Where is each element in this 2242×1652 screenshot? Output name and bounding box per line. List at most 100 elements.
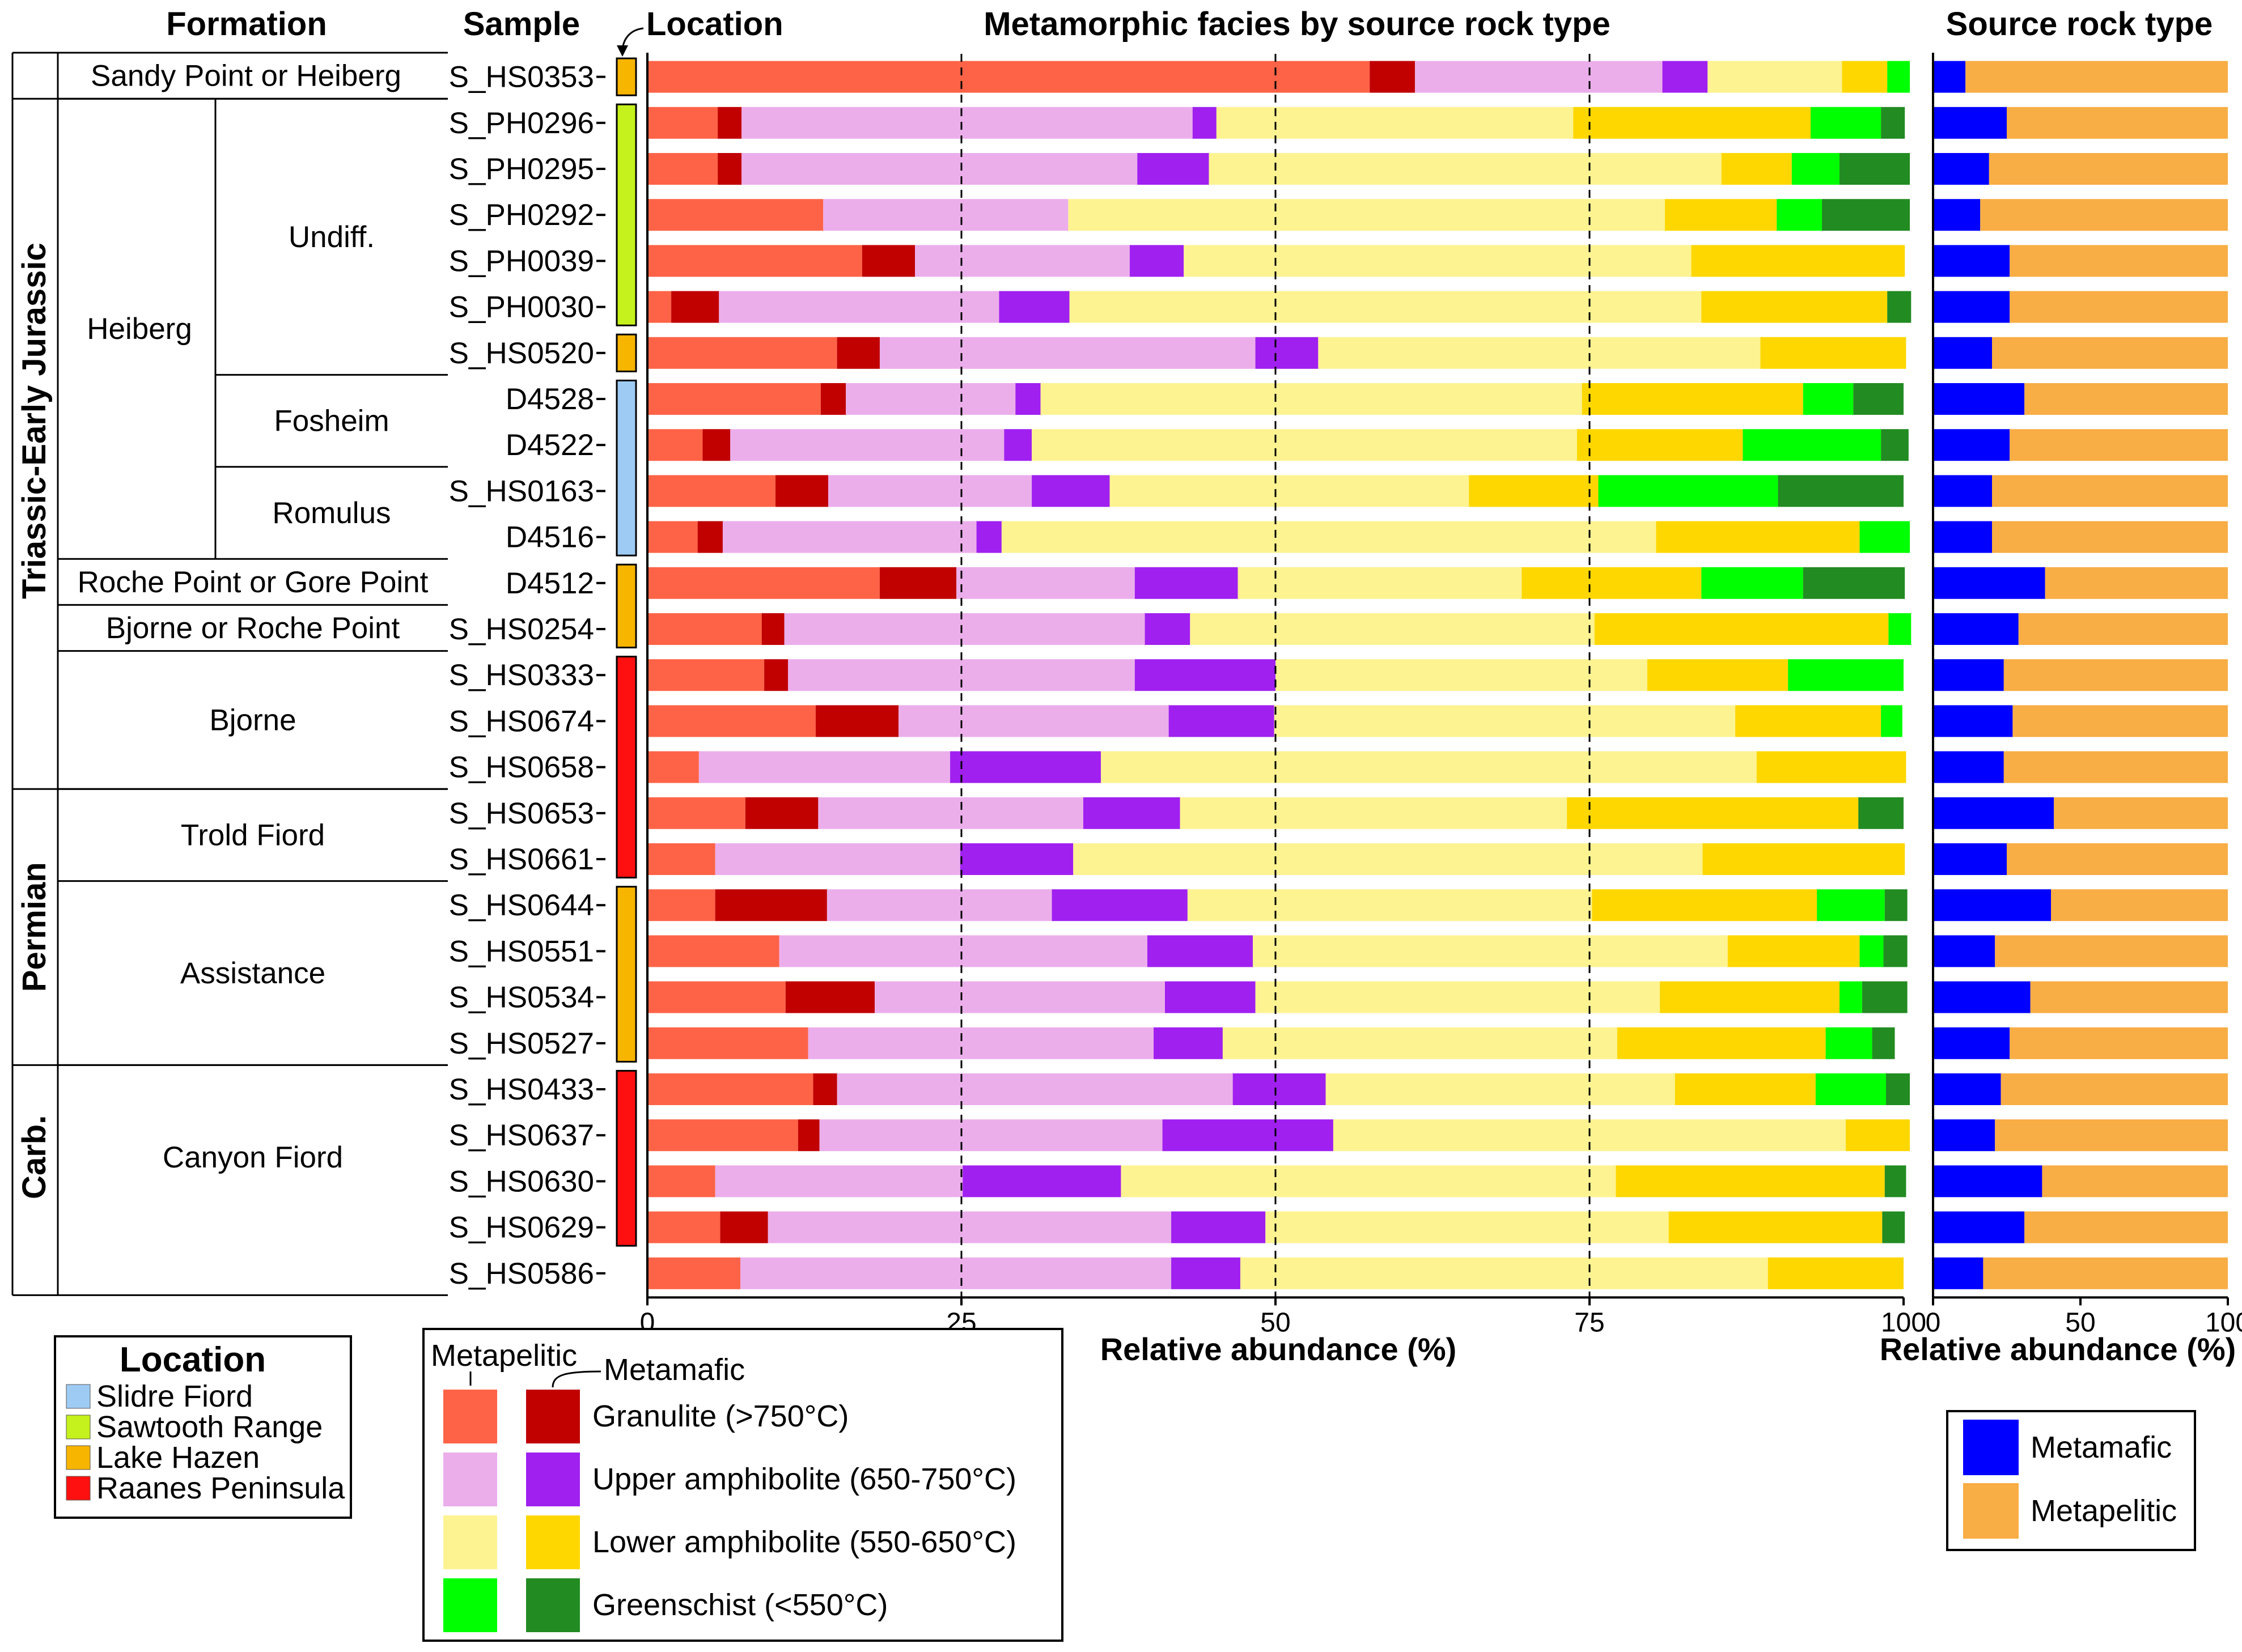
source-bar-s_ph0292-metamafic: [1933, 199, 1981, 231]
bar-d4528-greenschist-pelitic: [1803, 383, 1854, 415]
header-location: Location: [646, 6, 783, 43]
member-label: Romulus: [272, 496, 391, 530]
bar-s_hs0353-lower-amph-mafic: [1842, 61, 1888, 93]
bar-s_hs0353-granulite-mafic: [1370, 61, 1415, 93]
strat-table: Triassic-Early Jurassic Permian Carb. Sandy…: [11, 52, 448, 1296]
legend-swatch-granulite-mafic: [526, 1390, 580, 1443]
source-bar-s_hs0534-metamafic: [1933, 981, 2031, 1013]
bar-d4512-lower-amph-pelitic: [1237, 567, 1522, 599]
legend-label-greenschist: Greenschist (<550°C): [592, 1588, 888, 1622]
bar-s_hs0433-greenschist-pelitic: [1815, 1073, 1886, 1105]
legend-swatch-upper-amph-pelitic: [443, 1453, 497, 1506]
bar-s_hs0551-upper-amph-mafic: [1147, 935, 1253, 967]
bar-s_hs0674-upper-amph-mafic: [1168, 705, 1274, 737]
bar-s_hs0333-lower-amph-pelitic: [1275, 659, 1647, 691]
sample-label-d4516: D4516: [506, 521, 594, 554]
bar-s_hs0658-lower-amph-pelitic: [1100, 751, 1757, 783]
source-bar-s_hs0629-metamafic: [1933, 1211, 2025, 1243]
legend-swatch-slidre-fiord: [66, 1384, 91, 1409]
bar-s_ph0292-lower-amph-mafic: [1664, 199, 1777, 231]
bar-d4522-upper-amph-pelitic: [730, 429, 1005, 461]
bar-s_ph0295-granulite-mafic: [718, 153, 742, 185]
bar-s_ph0039-lower-amph-mafic: [1691, 245, 1905, 277]
source-xlabel: Relative abundance (%): [1880, 1331, 2236, 1367]
sample-label-d4512: D4512: [506, 567, 594, 600]
source-bar-s_hs0163-metamafic: [1933, 475, 1992, 507]
source-bar-s_hs0661-metapelitic: [2007, 843, 2228, 875]
bar-s_hs0527-greenschist-mafic: [1872, 1027, 1895, 1059]
bar-s_hs0163-granulite-mafic: [775, 475, 829, 507]
source-bar-s_hs0254-metapelitic: [2018, 613, 2228, 645]
bar-s_hs0527-upper-amph-mafic: [1154, 1027, 1223, 1059]
bar-s_hs0254-lower-amph-mafic: [1594, 613, 1889, 645]
source-bar-s_hs0658-metapelitic: [2003, 751, 2228, 783]
formation-label: Assistance: [180, 957, 325, 990]
source-bar-s_hs0658-metamafic: [1933, 751, 2004, 783]
bar-s_hs0661-upper-amph-pelitic: [715, 843, 960, 875]
legend-swatch-greenschist-mafic: [526, 1578, 580, 1632]
legend-location: Location Slidre Fiord Sawtooth Range Lak…: [54, 1335, 352, 1519]
source-bar-s_hs0333-metapelitic: [2003, 659, 2228, 691]
bar-s_hs0353-greenschist-pelitic: [1887, 61, 1910, 93]
legend-swatch-metapelitic: [1963, 1483, 2019, 1539]
sample-label-s_hs0637: S_HS0637: [449, 1119, 594, 1152]
bar-s_ph0296-upper-amph-pelitic: [741, 107, 1193, 139]
bar-s_hs0254-upper-amph-mafic: [1145, 613, 1190, 645]
bar-s_hs0644-lower-amph-pelitic: [1187, 889, 1592, 921]
bar-s_hs0527-granulite-pelitic: [647, 1027, 808, 1059]
bar-s_hs0353-upper-amph-mafic: [1662, 61, 1708, 93]
source-bar-d4516-metamafic: [1933, 521, 1992, 553]
bar-d4528-lower-amph-pelitic: [1040, 383, 1582, 415]
bar-s_hs0653-lower-amph-mafic: [1567, 797, 1859, 829]
bar-s_hs0630-greenschist-mafic: [1884, 1165, 1906, 1197]
bar-s_hs0163-lower-amph-pelitic: [1109, 475, 1469, 507]
bar-s_hs0630-upper-amph-mafic: [963, 1165, 1121, 1197]
bar-s_hs0644-upper-amph-pelitic: [827, 889, 1052, 921]
sample-label-s_hs0644: S_HS0644: [449, 889, 594, 922]
sample-label-s_hs0527: S_HS0527: [449, 1027, 594, 1060]
bar-s_hs0653-lower-amph-pelitic: [1180, 797, 1567, 829]
sample-label-s_hs0629: S_HS0629: [449, 1211, 594, 1245]
source-bar-s_hs0163-metapelitic: [1992, 475, 2228, 507]
bar-s_hs0644-upper-amph-mafic: [1052, 889, 1188, 921]
bar-s_ph0296-granulite-pelitic: [647, 107, 718, 139]
legend-col-metapelitic: Metapelitic: [431, 1339, 577, 1373]
bar-s_hs0629-greenschist-mafic: [1882, 1211, 1905, 1243]
bar-s_hs0254-greenschist-pelitic: [1888, 613, 1912, 645]
legend-label-metamafic: Metamafic: [2031, 1430, 2172, 1464]
legend-col-metamafic: Metamafic: [604, 1353, 745, 1387]
bar-s_hs0586-lower-amph-mafic: [1768, 1257, 1904, 1289]
bar-d4522-upper-amph-mafic: [1004, 429, 1032, 461]
legend-swatch-raanes-peninsula: [66, 1476, 91, 1501]
source-bar-s_ph0295-metamafic: [1933, 153, 1989, 185]
bar-s_hs0658-upper-amph-pelitic: [698, 751, 951, 783]
bar-s_hs0163-upper-amph-mafic: [1032, 475, 1110, 507]
legend-label-metapelitic: Metapelitic: [2031, 1494, 2177, 1528]
bar-s_hs0534-upper-amph-pelitic: [875, 981, 1165, 1013]
sample-label-s_hs0333: S_HS0333: [449, 659, 594, 692]
main-tick-label-100: 100: [1881, 1307, 1926, 1337]
bar-s_hs0333-upper-amph-mafic: [1134, 659, 1275, 691]
source-bar-s_hs0653-metamafic: [1933, 797, 2054, 829]
legend-pointer-metamafic: [552, 1370, 601, 1388]
bar-s_ph0295-granulite-pelitic: [647, 153, 718, 185]
bar-s_hs0630-lower-amph-pelitic: [1121, 1165, 1616, 1197]
bar-s_ph0296-lower-amph-pelitic: [1216, 107, 1574, 139]
bar-s_ph0295-upper-amph-mafic: [1137, 153, 1209, 185]
location-block-lake-hazen: [616, 563, 637, 649]
bar-s_hs0637-lower-amph-mafic: [1846, 1119, 1910, 1152]
source-bar-s_hs0534-metapelitic: [2030, 981, 2228, 1013]
formation-label: Sandy Point or Heiberg: [91, 60, 401, 93]
bar-d4522-lower-amph-mafic: [1576, 429, 1743, 461]
bar-s_ph0292-greenschist-pelitic: [1777, 199, 1822, 231]
legend-location-title: Location: [120, 1340, 266, 1379]
bar-s_hs0661-granulite-pelitic: [647, 843, 715, 875]
bar-d4528-lower-amph-mafic: [1582, 383, 1803, 415]
bar-s_hs0629-upper-amph-pelitic: [768, 1211, 1172, 1243]
bar-s_hs0163-lower-amph-mafic: [1469, 475, 1599, 507]
bar-s_hs0630-upper-amph-pelitic: [715, 1165, 963, 1197]
formation-label: Heiberg: [87, 312, 192, 346]
bar-d4522-greenschist-mafic: [1881, 429, 1909, 461]
location-block-raanes-peninsula: [616, 1069, 637, 1247]
bar-s_hs0527-lower-amph-mafic: [1617, 1027, 1826, 1059]
